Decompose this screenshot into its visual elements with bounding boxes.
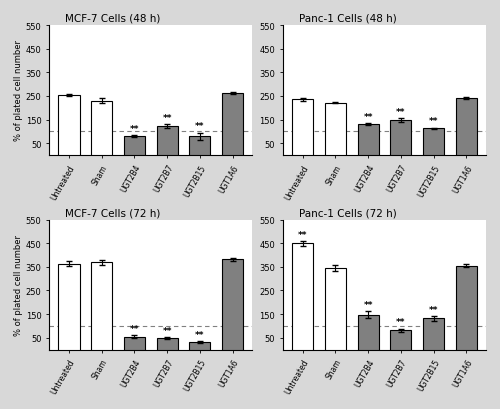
Bar (124, 137, 145, 155)
Text: **: ** (364, 113, 373, 122)
Text: **: ** (195, 122, 204, 131)
Bar (189, 342, 210, 350)
Text: MCF-7 Cells (48 h): MCF-7 Cells (48 h) (66, 14, 161, 24)
Text: **: ** (429, 305, 438, 314)
Text: **: ** (396, 107, 406, 116)
Bar (390, 121, 411, 155)
Bar (91, 263, 112, 350)
Bar (222, 94, 243, 155)
Text: **: ** (195, 330, 204, 339)
Bar (358, 315, 379, 350)
Text: **: ** (364, 300, 373, 309)
Y-axis label: % of plated cell number: % of plated cell number (14, 234, 23, 335)
Text: **: ** (298, 230, 308, 239)
Text: **: ** (429, 117, 438, 126)
Bar (358, 125, 379, 155)
Bar (292, 100, 314, 155)
Text: **: ** (162, 326, 172, 335)
Y-axis label: % of plated cell number: % of plated cell number (14, 40, 23, 141)
Bar (124, 337, 145, 350)
Bar (222, 260, 243, 350)
Text: **: ** (130, 324, 139, 333)
Text: **: ** (396, 317, 406, 326)
Bar (423, 129, 444, 155)
Bar (390, 330, 411, 350)
Text: Panc-1 Cells (48 h): Panc-1 Cells (48 h) (299, 14, 397, 24)
Bar (456, 99, 477, 155)
Bar (325, 103, 346, 155)
Bar (423, 319, 444, 350)
Bar (156, 127, 178, 155)
Bar (58, 264, 80, 350)
Text: **: ** (162, 114, 172, 123)
Bar (189, 137, 210, 155)
Bar (156, 338, 178, 350)
Text: **: ** (130, 125, 139, 134)
Bar (456, 266, 477, 350)
Text: MCF-7 Cells (72 h): MCF-7 Cells (72 h) (66, 208, 161, 218)
Bar (325, 268, 346, 350)
Bar (292, 244, 314, 350)
Bar (91, 101, 112, 155)
Bar (58, 95, 80, 155)
Text: Panc-1 Cells (72 h): Panc-1 Cells (72 h) (299, 208, 397, 218)
